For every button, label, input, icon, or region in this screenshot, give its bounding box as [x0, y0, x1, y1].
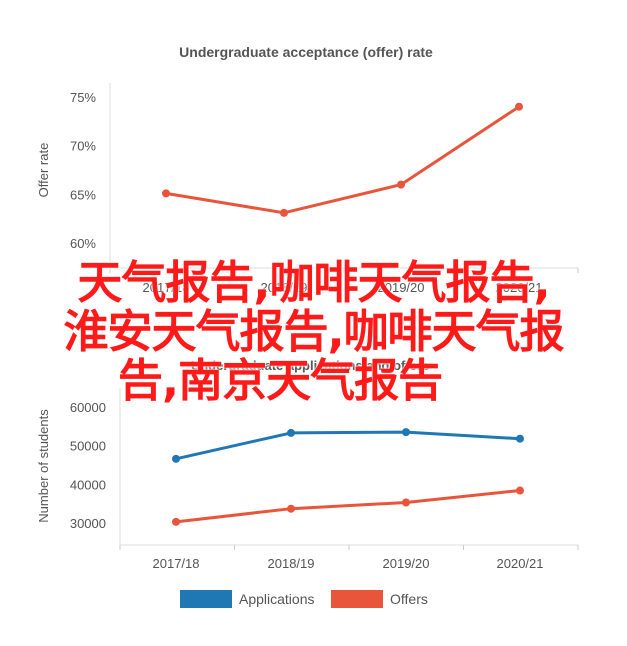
chart2-x-ticks: 2017/18 2018/19 2019/20 2020/21	[119, 545, 579, 571]
data-point[interactable]	[402, 428, 410, 437]
data-point[interactable]	[287, 428, 295, 437]
data-point[interactable]	[162, 189, 170, 198]
y-tick-label: 50000	[70, 439, 106, 454]
chart2-series	[172, 428, 524, 526]
chart1-y-ticks: 60% 65% 70% 75%	[70, 90, 96, 251]
y-tick-label: 60%	[70, 236, 96, 251]
x-tick-label: 2017/18	[143, 280, 190, 295]
chart2-legend: Applications Offers	[180, 590, 428, 608]
x-tick-label: 2018/19	[268, 556, 315, 571]
y-tick-label: 60000	[70, 400, 106, 415]
overlay-line-1: 天气报告,咖啡天气报告,	[77, 256, 550, 309]
y-tick-label: 30000	[70, 516, 106, 531]
data-point[interactable]	[172, 517, 180, 526]
y-tick-label: 75%	[70, 90, 96, 105]
y-tick-label: 40000	[70, 477, 106, 492]
x-tick-label: 2017/18	[153, 556, 200, 571]
legend-label-offers[interactable]: Offers	[390, 591, 428, 607]
data-point[interactable]	[515, 102, 523, 111]
data-point[interactable]	[172, 454, 180, 463]
overlay-line-3: 告,南京天气报告	[118, 354, 443, 407]
x-tick-label: 2020/21	[496, 280, 543, 295]
applications-offers-chart: Undergraduate applications and offers Nu…	[36, 358, 579, 608]
overlay-line-2: 淮安天气报告,咖啡天气报	[63, 305, 564, 358]
legend-label-applications[interactable]: Applications	[239, 591, 315, 607]
y-tick-label: 70%	[70, 139, 96, 154]
legend-swatch-offers	[331, 590, 383, 608]
series-line	[175, 430, 521, 461]
acceptance-rate-chart: Undergraduate acceptance (offer) rate Of…	[36, 44, 579, 295]
data-point[interactable]	[516, 486, 524, 495]
series-line	[175, 489, 521, 524]
data-point[interactable]	[516, 434, 524, 443]
data-point[interactable]	[402, 498, 410, 507]
data-point[interactable]	[280, 208, 288, 217]
chart1-series	[162, 102, 523, 217]
x-tick-label: 2019/20	[383, 556, 430, 571]
series-line	[165, 105, 520, 215]
chart2-y-ticks: 30000 40000 50000 60000	[70, 400, 106, 531]
data-point[interactable]	[397, 180, 405, 189]
data-point[interactable]	[287, 504, 295, 513]
y-tick-label: 65%	[70, 187, 96, 202]
chart1-title: Undergraduate acceptance (offer) rate	[179, 44, 433, 60]
legend-swatch-applications	[180, 590, 232, 608]
chart1-y-axis-label: Offer rate	[36, 143, 51, 198]
chart2-y-axis-label: Number of students	[36, 409, 51, 523]
x-tick-label: 2020/21	[497, 556, 544, 571]
x-tick-label: 2019/20	[378, 280, 425, 295]
x-tick-label: 2018/19	[261, 280, 308, 295]
chart1-x-ticks: 2017/18 2018/19 2019/20 2020/21	[109, 268, 579, 295]
chart2-title: Undergraduate applications and offers	[191, 358, 429, 373]
